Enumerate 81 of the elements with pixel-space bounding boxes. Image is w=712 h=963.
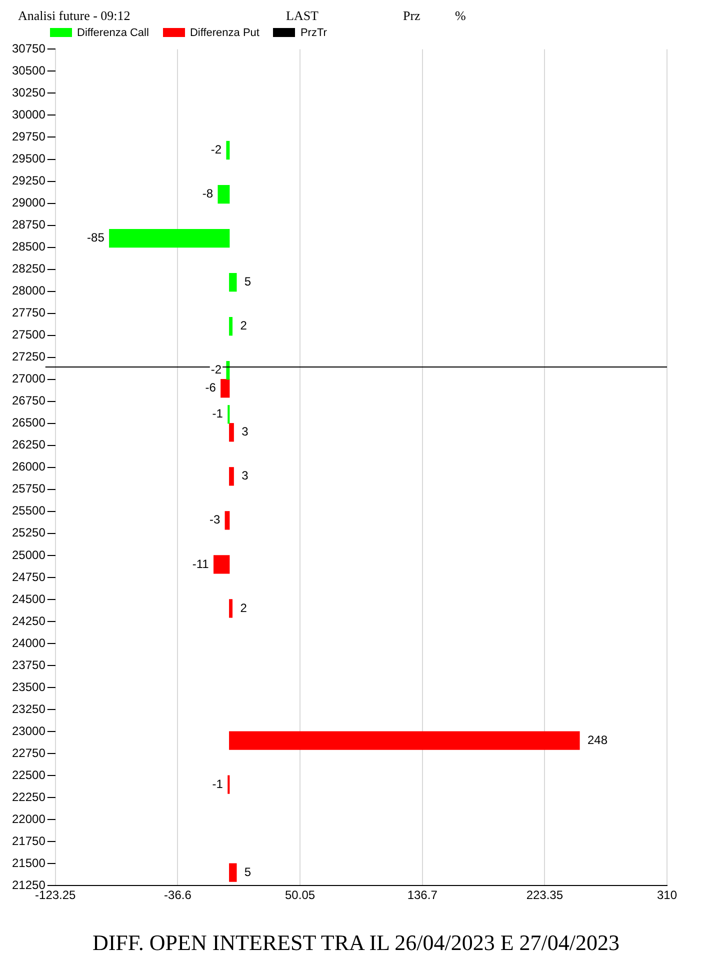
bar [218,184,230,204]
legend-label: Differenza Call [76,27,149,39]
bar [214,555,230,574]
x-tick-label: 310 [656,888,678,902]
bar [226,140,230,160]
bar [226,361,230,380]
y-tick-label: 27250 [12,350,46,364]
data-label: 248 [587,732,608,747]
y-tick-label: 26000 [12,460,46,474]
data-label: -1 [212,406,224,421]
text: Prz [403,8,420,24]
data-label: -6 [205,380,216,395]
bar [229,599,233,618]
y-tick-label: 24000 [12,636,46,650]
bar [229,863,237,882]
data-label: 2 [240,600,248,615]
y-tick-label: 23750 [12,658,46,672]
text: LAST [286,8,318,24]
bar [229,731,580,750]
data-label: 5 [244,864,252,879]
y-tick-label: 30750 [12,42,46,56]
y-tick-label: 22750 [12,746,46,760]
x-tick-label: 223.35 [526,888,564,902]
bar [220,379,230,398]
y-tick-label: 25250 [12,526,46,540]
y-tick-label: 30250 [12,86,46,100]
y-tick-label: 23250 [12,702,46,716]
y-tick-label: 22250 [12,790,46,804]
y-tick-label: 26250 [12,438,46,452]
x-tick-label: -36.6 [164,888,192,902]
data-label: -8 [202,186,214,201]
y-tick-label: 22000 [12,812,46,826]
text: % [455,8,466,24]
y-tick-label: 25500 [12,504,46,518]
data-label: 3 [242,424,249,439]
y-tick-label: 28750 [12,218,46,232]
bar [109,228,230,248]
y-tick-label: 24750 [12,570,46,584]
x-tick-label: 136.7 [407,888,438,902]
y-tick-label: 23500 [12,680,46,694]
y-tick-label: 21500 [12,856,46,870]
y-tick-label: 26500 [12,416,46,430]
data-label: -3 [209,512,220,527]
bar [229,423,234,442]
text: Analisi future - 09:12 [18,8,130,24]
y-tick-label: 24500 [12,592,46,606]
y-tick-label: 25000 [12,548,46,562]
x-tick-label: 50.05 [285,888,316,902]
data-label: -2 [210,362,222,377]
y-tick-label: 25750 [12,482,46,496]
y-tick-label: 27500 [12,328,46,342]
data-label: -85 [87,230,105,245]
y-tick-label: 28250 [12,262,46,276]
y-tick-label: 26750 [12,394,46,408]
data-label: 2 [240,318,248,333]
bar [229,272,237,292]
y-tick-label: 23000 [12,724,46,738]
y-tick-label: 29750 [12,130,46,144]
y-tick-label: 29250 [12,174,46,188]
y-tick-label: 21750 [12,834,46,848]
y-tick-label: 22500 [12,768,46,782]
y-tick-label: 28000 [12,284,46,298]
data-label: -1 [212,776,224,791]
y-tick-label: 28500 [12,240,46,254]
y-tick-label: 29000 [12,196,46,210]
legend-label: Differenza Put [188,27,260,39]
y-tick-label: 30000 [12,108,46,122]
y-tick-label: 24250 [12,614,46,628]
y-tick-label: 29500 [12,152,46,166]
y-tick-label: 27000 [12,372,46,386]
y-tick-label: 27750 [12,306,46,320]
legend-label: PrzTr [299,27,327,39]
y-tick-label: 30500 [12,64,46,78]
data-label: 3 [242,468,249,483]
text: DIFF. OPEN INTEREST TRA IL 26/04/2023 E 27/04/2023 [91,930,621,956]
bar [229,317,233,336]
data-label: 5 [244,274,252,289]
data-label: -11 [192,556,210,571]
data-label: -2 [210,142,222,157]
bar [224,511,230,530]
bar [229,467,234,486]
